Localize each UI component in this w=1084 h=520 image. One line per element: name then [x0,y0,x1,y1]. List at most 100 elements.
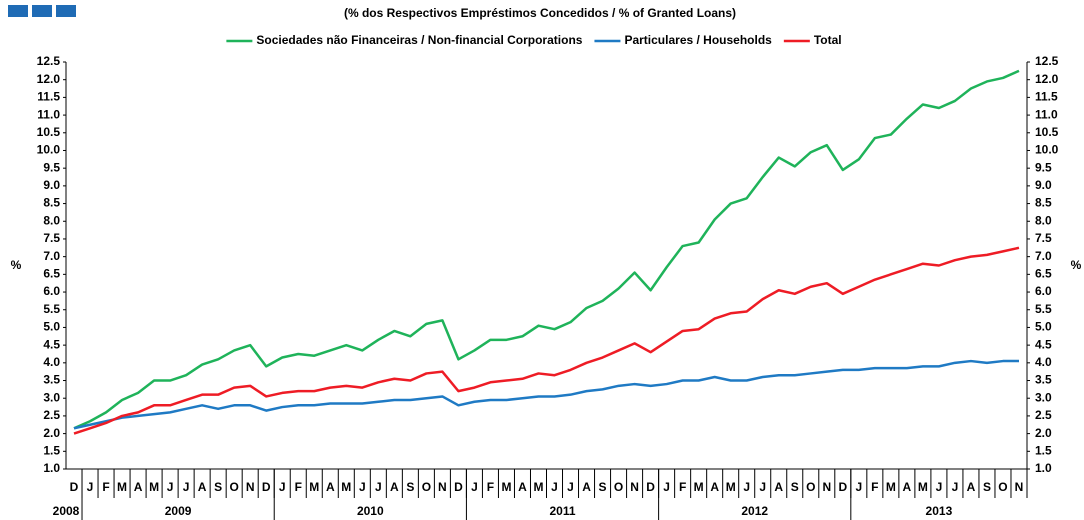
legend-label: Total [814,33,842,47]
x-tick-label: N [438,480,447,494]
y2-tick-label: 5.0 [1035,320,1052,334]
y2-tick-label: 1.0 [1035,461,1052,475]
year-label: 2009 [165,504,192,518]
x-tick-label: D [646,480,655,494]
x-tick-label: J [167,480,174,494]
x-tick-label: O [614,480,623,494]
logo-block [56,5,76,17]
x-tick-label: O [422,480,431,494]
y-tick-label: 8.0 [43,213,60,227]
x-tick-label: M [694,480,704,494]
x-tick-label: M [117,480,127,494]
x-tick-label: F [295,480,302,494]
y2-tick-label: 9.0 [1035,178,1052,192]
x-tick-label: A [326,480,335,494]
y2-tick-label: 7.5 [1035,231,1052,245]
y2-tick-label: 2.5 [1035,408,1052,422]
chart-subtitle: (% dos Respectivos Empréstimos Concedido… [344,6,736,20]
year-label: 2013 [926,504,953,518]
x-tick-label: A [134,480,143,494]
x-tick-label: S [406,480,414,494]
year-label: 2010 [357,504,384,518]
series-line [73,69,1020,430]
x-tick-label: J [855,480,862,494]
x-tick-label: M [149,480,159,494]
y2-axis-label: % [1071,258,1082,272]
y-tick-label: 12.0 [37,72,61,86]
y2-tick-label: 10.5 [1035,125,1059,139]
y-tick-label: 10.0 [37,143,61,157]
x-tick-label: O [998,480,1007,494]
x-tick-label: S [214,480,222,494]
y2-tick-label: 8.0 [1035,213,1052,227]
y-tick-label: 1.0 [43,461,60,475]
x-tick-label: F [679,480,686,494]
x-tick-label: A [518,480,527,494]
y-tick-label: 12.5 [37,54,61,68]
y-tick-label: 11.0 [37,107,60,121]
x-tick-label: N [630,480,639,494]
x-tick-label: M [341,480,351,494]
y-tick-label: 2.0 [43,426,60,440]
y-tick-label: 10.5 [37,125,61,139]
y-tick-label: 3.5 [43,373,60,387]
y2-tick-label: 3.0 [1035,390,1052,404]
y2-tick-label: 10.0 [1035,143,1059,157]
x-tick-label: M [886,480,896,494]
x-tick-label: D [70,480,79,494]
x-tick-label: J [375,480,382,494]
y2-tick-label: 3.5 [1035,373,1052,387]
y-tick-label: 7.0 [43,249,60,263]
x-tick-label: A [582,480,591,494]
x-tick-label: S [791,480,799,494]
x-tick-label: A [903,480,912,494]
x-tick-label: F [871,480,878,494]
y-tick-label: 9.5 [43,160,60,174]
year-label: 2012 [741,504,768,518]
year-label: 2011 [549,504,575,518]
x-tick-label: D [262,480,271,494]
y-tick-label: 9.0 [43,178,60,192]
x-tick-label: J [567,480,574,494]
y-tick-label: 11.5 [37,90,60,104]
y-tick-label: 4.0 [43,355,60,369]
x-tick-label: J [183,480,190,494]
x-tick-label: O [806,480,815,494]
y-tick-label: 6.0 [43,284,60,298]
y2-tick-label: 12.5 [1035,54,1059,68]
x-tick-label: N [1015,480,1024,494]
y-tick-label: 2.5 [43,408,60,422]
x-tick-label: A [390,480,399,494]
legend-label: Sociedades não Financeiras / Non-financi… [256,33,582,47]
y2-tick-label: 11.5 [1035,90,1058,104]
x-tick-label: J [743,480,750,494]
legend-label: Particulares / Households [624,33,772,47]
x-tick-label: N [246,480,255,494]
x-tick-label: J [952,480,959,494]
y-tick-label: 3.0 [43,390,60,404]
y2-tick-label: 6.5 [1035,267,1052,281]
x-tick-label: J [471,480,478,494]
y2-tick-label: 4.0 [1035,355,1052,369]
y2-tick-label: 8.5 [1035,196,1052,210]
x-tick-label: F [102,480,109,494]
x-tick-label: J [551,480,558,494]
series-line [73,246,1020,435]
y-tick-label: 8.5 [43,196,60,210]
x-tick-label: J [279,480,286,494]
y2-tick-label: 1.5 [1035,443,1052,457]
x-tick-label: D [838,480,847,494]
logo-block [32,5,52,17]
x-tick-label: M [533,480,543,494]
x-tick-label: J [759,480,766,494]
y2-tick-label: 7.0 [1035,249,1052,263]
y-tick-label: 1.5 [43,443,60,457]
x-tick-label: S [983,480,991,494]
y2-tick-label: 12.0 [1035,72,1059,86]
x-tick-label: J [359,480,366,494]
year-label: 2008 [53,504,80,518]
x-tick-label: M [726,480,736,494]
x-tick-label: S [599,480,607,494]
x-tick-label: J [936,480,943,494]
